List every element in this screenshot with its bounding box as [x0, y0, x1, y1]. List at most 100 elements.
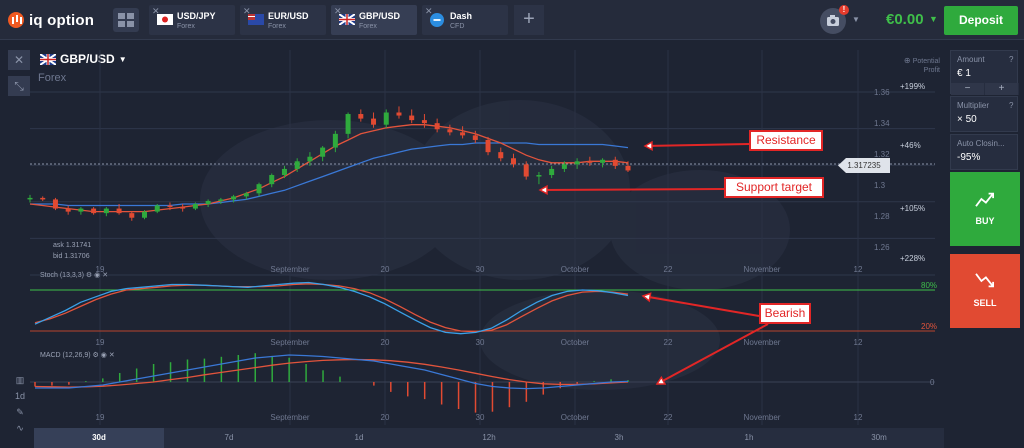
time-tick-label: September [270, 413, 309, 422]
bearish-annotation: Bearish [759, 303, 811, 324]
tab-gbp-usd[interactable]: ✕ GBP/USD Forex [331, 5, 417, 35]
candle-body [269, 175, 275, 185]
gear-icon[interactable]: ⚙ [85, 272, 93, 279]
price-tick-label: 1.36 [874, 88, 890, 97]
chart-type-icon[interactable]: ▥ [15, 375, 25, 385]
close-icon[interactable]: ✕ [243, 6, 251, 16]
close-icon[interactable]: ✕ [334, 6, 342, 16]
candle-body [472, 135, 478, 140]
chevron-down-icon: ▼ [118, 54, 127, 64]
candle-body [154, 205, 160, 212]
timeframe-7d[interactable]: 7d [224, 433, 234, 442]
draw-icon[interactable]: ✎ [16, 407, 24, 417]
multiplier-label: Multiplier [957, 101, 990, 110]
asset-grid-button[interactable] [113, 8, 139, 32]
time-tick-label: 19 [96, 265, 105, 274]
ma-slow-line [30, 142, 629, 207]
annotation-arrow-head [641, 292, 652, 303]
tab-eur-usd[interactable]: ✕ EUR/USD Forex [240, 5, 326, 35]
stoch-d-line [34, 283, 629, 333]
time-tick-label: November [744, 265, 781, 274]
timeframe-30m[interactable]: 30m [871, 433, 887, 442]
timeframe-1d[interactable]: 1d [354, 433, 364, 442]
close-icon[interactable]: ✕ [152, 6, 160, 16]
time-tick-label: 20 [381, 265, 390, 274]
close-icon[interactable]: ✕ [425, 6, 433, 16]
price-tick-label: 1.28 [874, 212, 890, 221]
trend-down-icon [975, 273, 994, 288]
add-tab-button[interactable]: + [514, 5, 544, 35]
time-tick-label: 30 [476, 413, 485, 422]
timeframe-12h[interactable]: 12h [482, 433, 496, 442]
tab-name: USD/JPY [177, 11, 216, 21]
eye-icon[interactable]: ◉ [94, 272, 101, 279]
candle-body [421, 120, 427, 124]
amount-field[interactable]: Amount ? € 1 − + [950, 50, 1019, 95]
macd-label[interactable]: MACD (12,26,9) ⚙ ◉ ✕ [40, 351, 115, 359]
profit-level-label: +199% [900, 82, 925, 91]
price-chart[interactable]: 1.36 1.34 1.32 1.3 1.28 1.26 +199% +46% +105% +22… [0, 40, 945, 428]
stochastic-panel [34, 281, 629, 335]
chevron-down-icon[interactable]: ▼ [929, 14, 938, 24]
autoclose-field[interactable]: Auto Closin... -95% [950, 134, 1018, 170]
multiplier-field[interactable]: Multiplier ? × 50 [950, 96, 1018, 132]
close-chart-button[interactable]: ✕ [8, 50, 30, 70]
trade-panel: Amount ? € 1 − + Multiplier ? × 50 Auto C… [950, 50, 1020, 172]
asset-selector[interactable]: GBP/USD ▼ [40, 52, 127, 66]
time-tick-label: 12 [854, 413, 863, 422]
candle-body [549, 168, 555, 176]
price-tick-label: 1.3 [874, 181, 886, 190]
app-logo[interactable]: iq option [8, 9, 94, 31]
deposit-button[interactable]: Deposit [944, 6, 1018, 35]
candle-body [180, 207, 186, 209]
info-icon[interactable]: ? [1009, 101, 1014, 110]
multiplier-value[interactable]: × 50 [957, 114, 977, 125]
candle-body [142, 211, 148, 218]
close-icon[interactable]: ✕ [108, 352, 115, 359]
gear-icon[interactable]: ⚙ [92, 352, 99, 359]
indicator-icon[interactable]: ∿ [16, 423, 24, 433]
tab-category: Forex [359, 23, 377, 30]
macd-panel [34, 353, 629, 413]
candle-body [447, 129, 453, 133]
chevron-down-icon[interactable]: ▼ [852, 15, 860, 24]
pair-category: Forex [38, 72, 67, 84]
left-toolbar: ✕ ⤡ [8, 50, 30, 102]
candle-body [91, 208, 97, 214]
time-tick-label: November [744, 338, 781, 347]
increase-amount-button[interactable]: + [985, 83, 1019, 95]
timeframe-1h[interactable]: 1h [744, 433, 754, 442]
close-icon[interactable]: ✕ [102, 272, 109, 279]
candle-body [78, 208, 84, 212]
timeframe-bar: 30d 7d 1d 12h 3h 1h 30m [34, 428, 944, 448]
sell-button[interactable]: SELL [950, 254, 1020, 328]
amount-value[interactable]: € 1 [957, 68, 971, 79]
balance-display[interactable]: €0.00 [886, 11, 924, 28]
timeframe-indicator[interactable]: 1d [14, 391, 25, 401]
decrease-amount-button[interactable]: − [951, 83, 985, 95]
time-tick-label: October [561, 265, 590, 274]
stoch-label[interactable]: Stoch (13,3,3) ⚙ ◉ ✕ [40, 271, 108, 279]
candle-body [167, 205, 173, 208]
eye-icon[interactable]: ◉ [100, 352, 107, 359]
candle-body [460, 132, 466, 136]
gb-flag-icon [339, 14, 355, 25]
timeframe-30d[interactable]: 30d [34, 428, 164, 448]
time-tick-label: October [561, 338, 590, 347]
timeframe-3h[interactable]: 3h [614, 433, 624, 442]
tab-usd-jpy[interactable]: ✕ USD/JPY Forex [149, 5, 235, 35]
camera-button[interactable]: ! [820, 5, 849, 34]
expand-icon[interactable]: ⤡ [8, 76, 30, 96]
trend-up-icon [975, 192, 994, 207]
sell-label: SELL [973, 298, 997, 308]
tab-name: EUR/USD [268, 11, 309, 21]
autoclose-value[interactable]: -95% [957, 152, 981, 163]
ask-price: ask 1.31741 [53, 242, 92, 249]
macd-signal-line [34, 358, 629, 388]
time-tick-label: 12 [854, 338, 863, 347]
info-icon[interactable]: ? [1009, 55, 1014, 64]
moving-averages [29, 124, 629, 213]
drawing-tools: ▥ 1d ✎ ∿ [10, 372, 30, 436]
tab-dash[interactable]: ✕ Dash CFD [422, 5, 508, 35]
buy-button[interactable]: BUY [950, 172, 1020, 246]
